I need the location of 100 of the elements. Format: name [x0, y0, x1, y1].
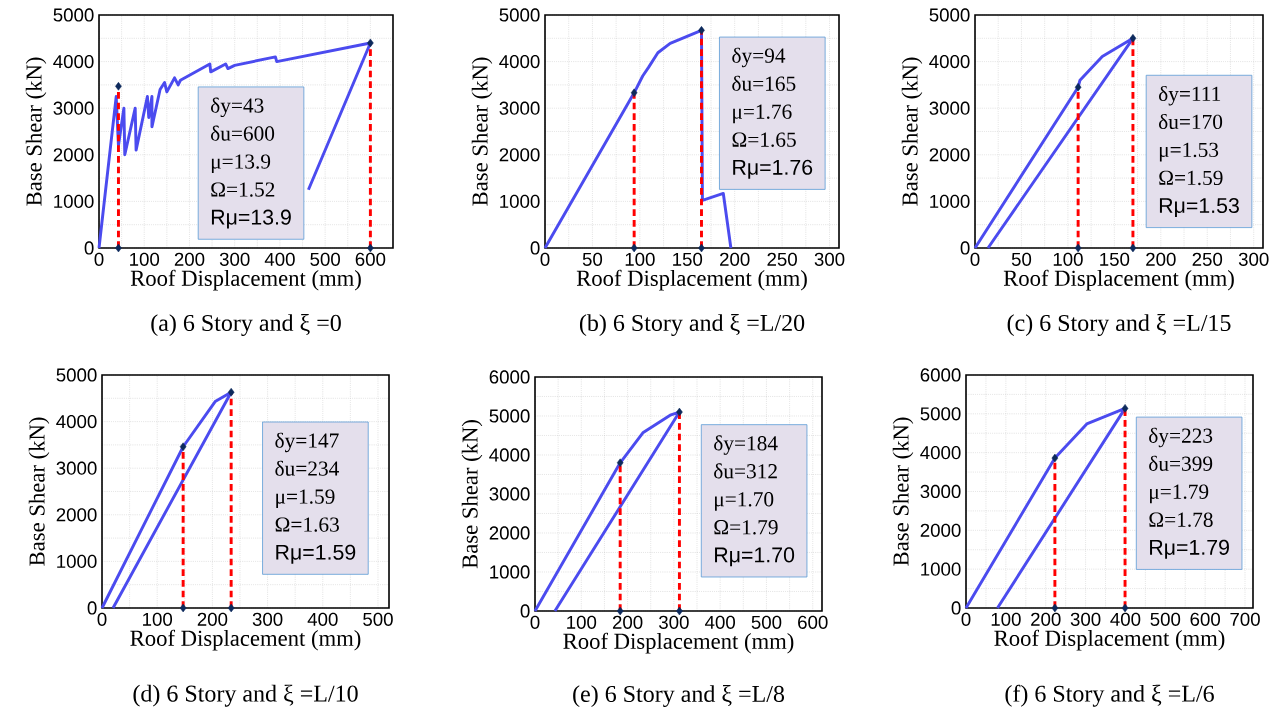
y-tick-label: 3000: [920, 484, 961, 499]
y-tick-label: 1000: [54, 194, 94, 208]
x-tick-label: 100: [130, 252, 160, 266]
y-tick-label: 0: [530, 241, 540, 255]
annotation: μ=1.70: [715, 492, 774, 511]
x-tick-label: 0: [540, 252, 550, 266]
annotation: Rμ=1.53: [1159, 197, 1239, 217]
text: (f) 6 Story and ξ =L/6: [1005, 684, 1214, 707]
y-tick-label: 4000: [499, 54, 540, 69]
x-axis-title: Roof Displacement (mm): [130, 269, 361, 291]
x-tick-label: 300: [252, 612, 283, 626]
point: [1074, 243, 1082, 253]
point: [227, 603, 235, 613]
x-tick-label: 300: [1070, 612, 1101, 626]
x-tick-label: 200: [1146, 252, 1176, 266]
annotation: Rμ=1.59: [276, 544, 356, 564]
x-tick-label: 400: [705, 615, 736, 629]
point: [1129, 243, 1137, 253]
x-tick-label: 600: [1190, 612, 1221, 626]
annotation: μ=1.53: [1159, 142, 1219, 162]
x-tick-label: 200: [720, 252, 750, 266]
annotation: δy=111: [1158, 85, 1221, 106]
point: [367, 243, 374, 253]
annotation: Ω=1.79: [714, 520, 778, 535]
annotation: Ω=1.63: [275, 517, 339, 532]
text: (e) 6 Story and ξ =L/8: [573, 685, 785, 707]
x-tick-label: 500: [363, 612, 393, 626]
x-tick-label: 400: [1110, 612, 1141, 626]
y-tick-label: 0: [87, 601, 97, 615]
y-axis-title: Base Shear (kN): [25, 57, 47, 206]
x-tick-label: 400: [307, 612, 338, 626]
x-tick-label: 250: [1192, 252, 1223, 266]
text: (a) 6 Story and ξ =0: [151, 314, 341, 336]
line-series: [533, 410, 681, 613]
x-tick-label: 300: [219, 252, 250, 266]
x-tick-label: 0: [97, 612, 107, 626]
point: [698, 26, 705, 35]
x-tick-label: 700: [1230, 612, 1260, 626]
y-tick-label: 4000: [489, 448, 530, 462]
y-tick-label: 5000: [489, 409, 530, 423]
annotation: Ω=1.65: [732, 132, 796, 147]
annotation: Ω=1.59: [1159, 170, 1223, 186]
x-tick-label: 250: [767, 252, 797, 266]
y-tick-label: 2000: [489, 526, 530, 540]
y-tick-label: 0: [84, 241, 94, 255]
annotation: Ω=1.78: [1149, 512, 1213, 527]
y-tick-label: 4000: [920, 446, 961, 460]
x-tick-label: 200: [1031, 612, 1061, 626]
point: [179, 442, 187, 452]
annotation: μ=13.9: [211, 154, 271, 174]
x-tick-label: 200: [612, 615, 643, 629]
x-tick-label: 300: [1238, 252, 1269, 266]
line-series: [100, 390, 233, 610]
x-tick-label: 100: [625, 252, 655, 266]
point: [630, 243, 638, 253]
point: [616, 606, 624, 616]
point: [179, 603, 187, 613]
y-axis-title: Base Shear (kN): [461, 420, 483, 569]
point: [1121, 603, 1129, 613]
x-tick-label: 150: [1100, 252, 1130, 266]
y-axis-title: Base Shear (kN): [28, 417, 50, 566]
annotation: δu=170: [1158, 113, 1223, 130]
point: [1051, 453, 1059, 463]
annotation: μ=1.79: [1150, 484, 1209, 504]
y-tick-label: 5000: [920, 407, 961, 421]
annotation: δu=234: [275, 460, 339, 476]
annotation: Rμ=13.9: [211, 209, 291, 229]
point: [1121, 404, 1129, 413]
annotation: δu=312: [714, 463, 777, 479]
point: [616, 458, 624, 468]
y-tick-label: 2000: [53, 148, 94, 162]
y-tick-label: 3000: [53, 101, 94, 115]
x-axis-title: Roof Displacement (mm): [1003, 269, 1234, 291]
y-tick-label: 3000: [499, 101, 540, 115]
annotation: δu=165: [732, 75, 796, 91]
y-tick-label: 2000: [920, 523, 961, 537]
annotation: δy=223: [1149, 427, 1213, 448]
y-tick-label: 0: [960, 241, 970, 255]
y-tick-label: 0: [951, 601, 961, 615]
text: (b) 6 Story and ξ =L/20: [579, 314, 805, 336]
x-axis-title: Roof Displacement (mm): [130, 629, 361, 651]
point: [1051, 603, 1059, 613]
y-tick-label: 1000: [930, 194, 970, 208]
x-tick-label: 300: [659, 615, 689, 629]
x-tick-label: 0: [970, 252, 980, 266]
y-axis-title: Base Shear (kN): [471, 57, 493, 206]
y-tick-label: 2000: [499, 148, 540, 162]
x-tick-label: 100: [991, 612, 1021, 626]
y-tick-label: 6000: [920, 368, 961, 382]
x-tick-label: 600: [355, 252, 386, 266]
annotation: Rμ=1.76: [733, 159, 813, 179]
point: [115, 243, 122, 253]
point: [676, 606, 683, 616]
y-tick-label: 5000: [56, 368, 97, 382]
annotation: μ=1.59: [276, 489, 335, 509]
x-tick-label: 600: [798, 615, 828, 629]
x-tick-label: 200: [197, 612, 228, 626]
x-tick-label: 100: [567, 615, 597, 629]
y-tick-label: 2000: [929, 148, 970, 162]
y-tick-label: 1000: [500, 194, 540, 208]
